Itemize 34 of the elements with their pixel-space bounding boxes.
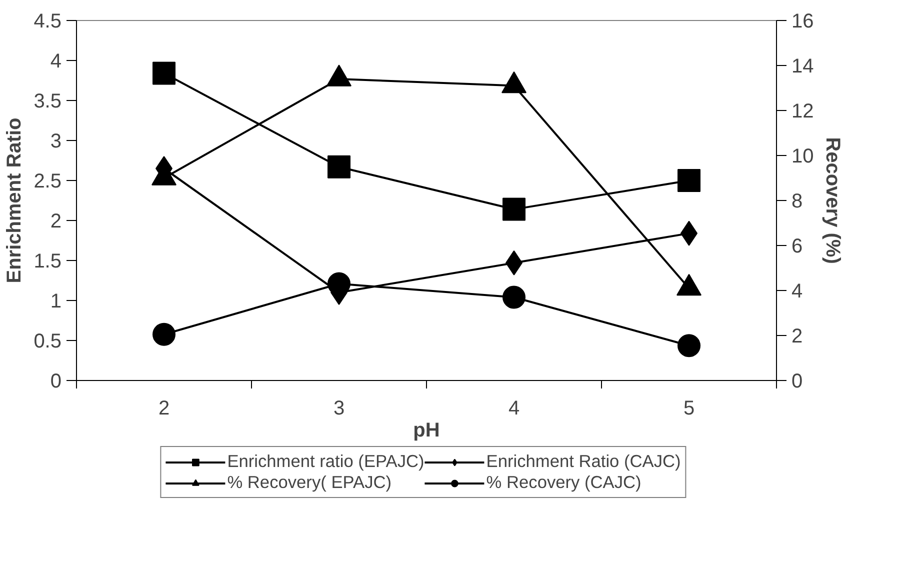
legend-label: % Recovery( EPAJC) (227, 472, 392, 493)
x-tick-label: 2 (158, 398, 170, 420)
point (152, 62, 176, 85)
y2-tick-label: 10 (792, 146, 814, 168)
y2-tick-label: 0 (792, 370, 803, 392)
y-tick-label: 3 (50, 130, 62, 152)
legend-label: Enrichment ratio (EPAJC) (227, 451, 424, 472)
y2-tick-label: 6 (792, 236, 803, 258)
point (678, 169, 700, 192)
y2-axis-title: Recovery (%) (822, 137, 844, 264)
y2-tick-label: 2 (792, 326, 803, 348)
x-tick-label: 3 (333, 398, 345, 420)
x-tick-label: 5 (683, 398, 695, 420)
y2-tick-label: 8 (792, 190, 803, 212)
point (328, 155, 350, 178)
y-tick-label: 1 (50, 290, 62, 312)
y-tick-label: 4 (50, 50, 62, 72)
y-tick-label: 2.5 (34, 170, 62, 192)
y-tick-label: 0.5 (34, 330, 62, 352)
y-tick-label: 0 (50, 370, 62, 392)
legend-label: % Recovery (CAJC) (486, 472, 642, 493)
y-axis-title: Enrichment Ratio (4, 118, 26, 284)
point (502, 198, 526, 221)
y2-tick-label: 4 (792, 280, 803, 302)
y-tick-label: 4.5 (34, 10, 62, 32)
x-axis-title: pH (413, 420, 440, 442)
legend-label: Enrichment Ratio (CAJC) (486, 451, 681, 472)
y-tick-label: 1.5 (34, 250, 62, 272)
y-tick-label: 3.5 (34, 90, 62, 112)
x-tick-label: 4 (508, 398, 520, 420)
y2-tick-label: 12 (792, 100, 814, 122)
y-tick-label: 2 (50, 210, 62, 232)
y2-tick-label: 14 (792, 56, 814, 78)
y2-tick-label: 16 (792, 10, 814, 32)
